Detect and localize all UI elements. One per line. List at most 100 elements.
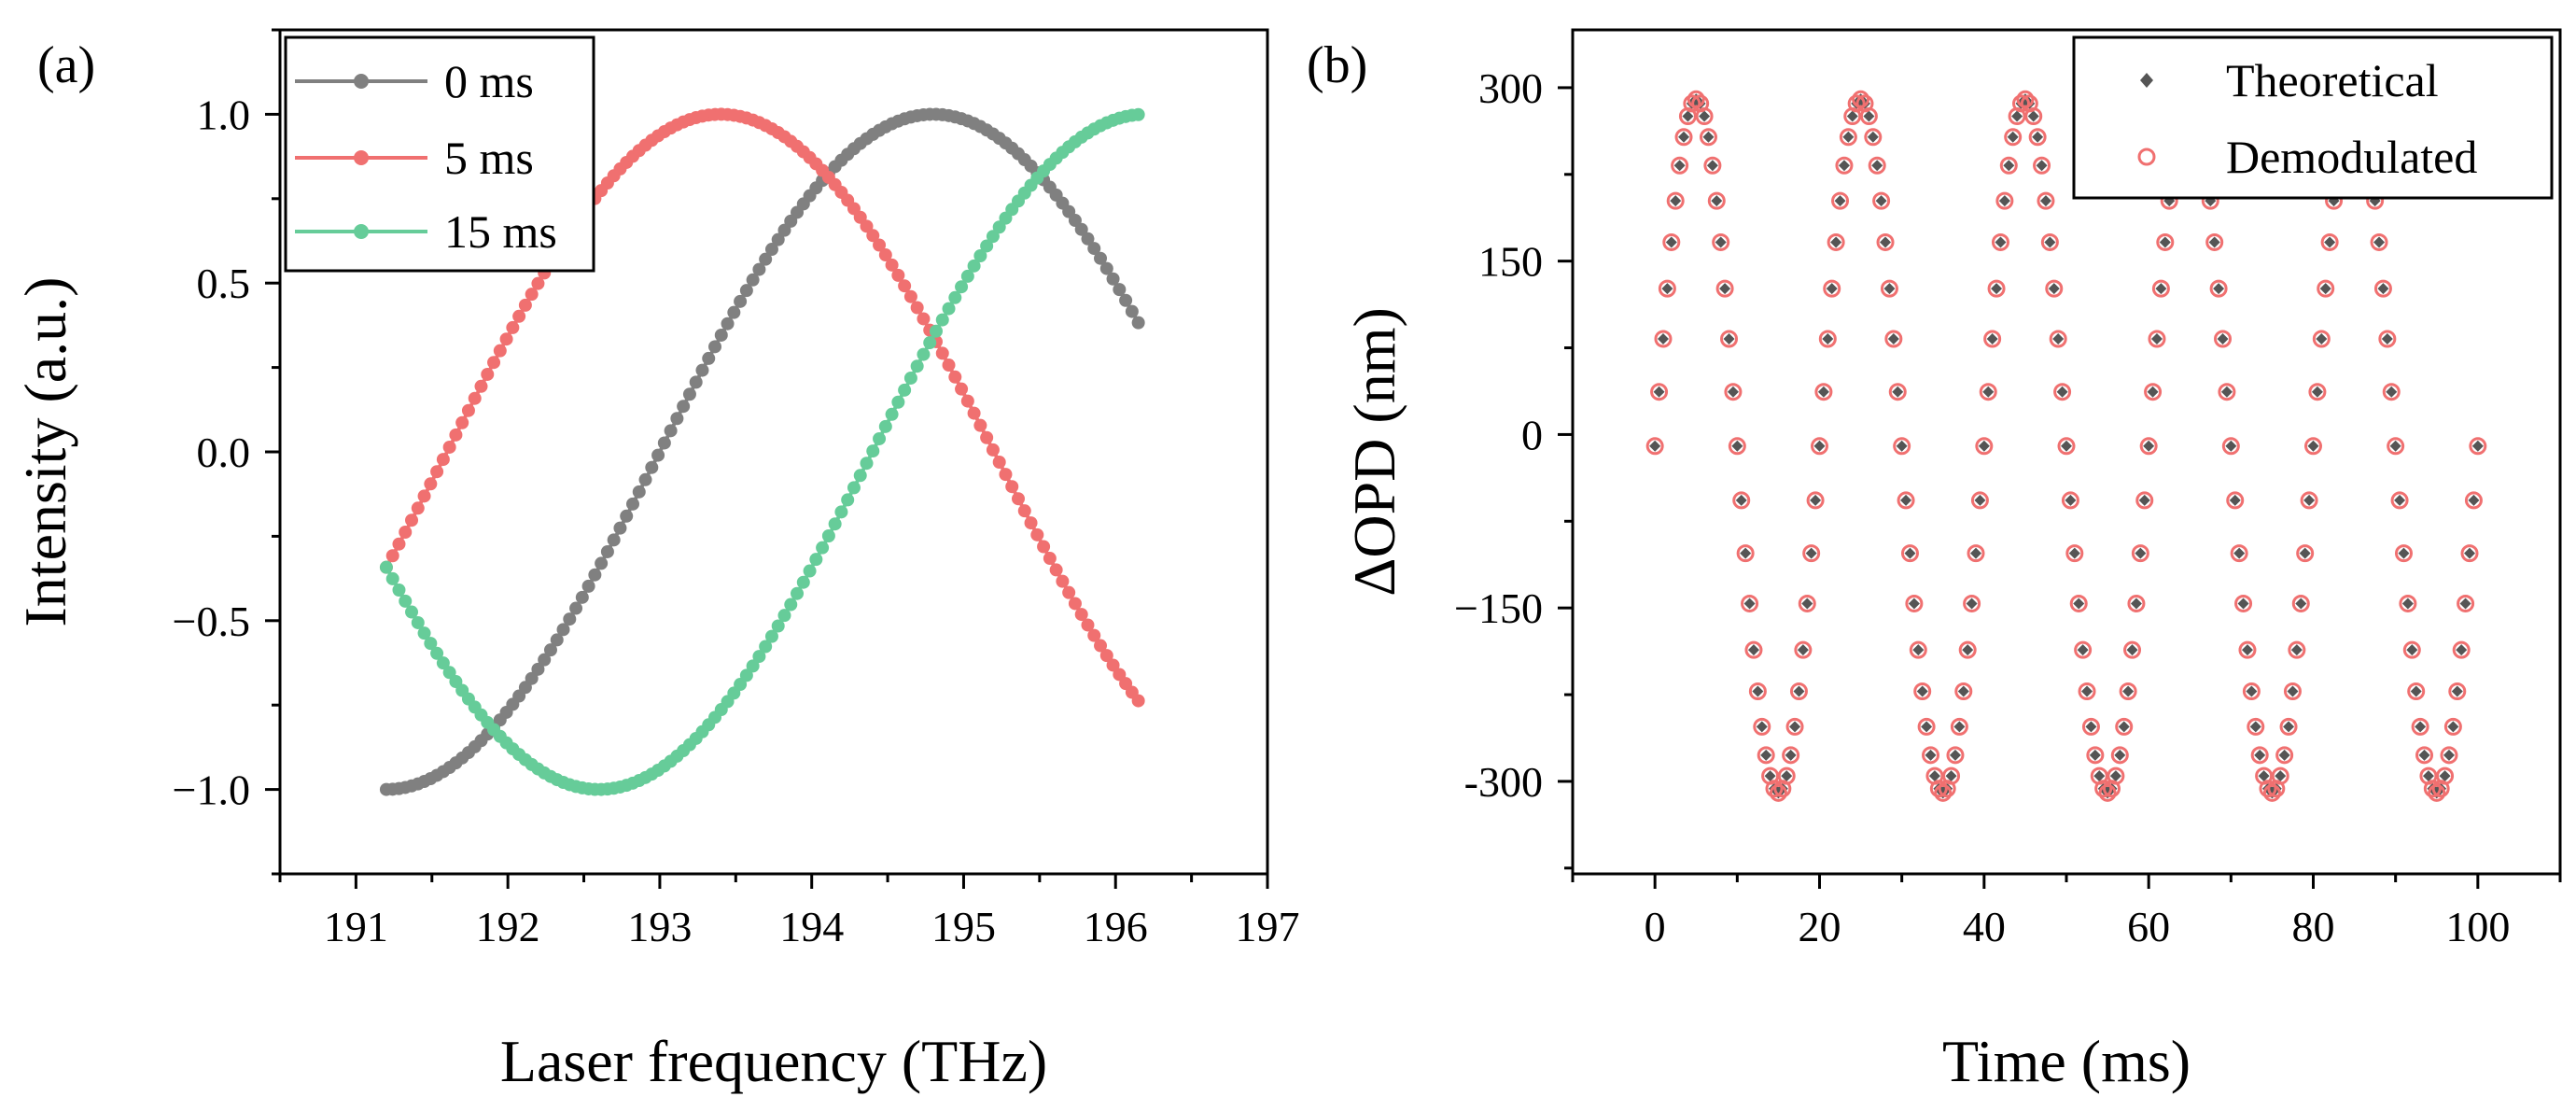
point-theoretical xyxy=(1735,494,1747,506)
point-theoretical xyxy=(2451,685,2463,697)
point-5-ms xyxy=(910,301,924,315)
point-theoretical xyxy=(2316,333,2328,345)
point-0-ms xyxy=(657,436,671,450)
point-15-ms xyxy=(777,609,791,623)
point-15-ms xyxy=(955,280,969,294)
point-demodulated xyxy=(1707,191,1726,210)
point-theoretical xyxy=(2246,685,2258,697)
point-demodulated xyxy=(2407,682,2426,701)
point-demodulated xyxy=(1999,156,2018,175)
point-5-ms xyxy=(948,370,962,384)
point-theoretical xyxy=(2048,283,2060,295)
point-demodulated xyxy=(1946,746,1965,765)
point-5-ms xyxy=(442,440,456,454)
point-demodulated xyxy=(2448,682,2467,701)
point-theoretical xyxy=(1962,644,1974,656)
point-theoretical xyxy=(2295,598,2307,610)
point-demodulated xyxy=(2049,330,2067,348)
point-0-ms xyxy=(595,556,609,570)
point-demodulated xyxy=(2288,640,2306,659)
point-demodulated xyxy=(1827,232,1845,251)
panel-b-x-ticks: 0 20 40 60 80 100 xyxy=(1571,874,2562,950)
point-demodulated xyxy=(1909,640,1927,659)
x-tick-label: 20 xyxy=(1799,903,1841,950)
point-theoretical xyxy=(2109,770,2121,782)
point-0-ms xyxy=(714,328,728,342)
x-tick-label: 196 xyxy=(1084,903,1148,950)
x-tick-label: 80 xyxy=(2292,903,2335,950)
point-0-ms xyxy=(543,643,557,657)
point-0-ms xyxy=(575,590,589,604)
point-15-ms xyxy=(784,598,798,612)
point-5-ms xyxy=(430,465,444,479)
point-demodulated xyxy=(2415,746,2434,765)
point-15-ms xyxy=(960,269,974,283)
point-0-ms xyxy=(727,305,741,319)
point-5-ms xyxy=(935,346,949,360)
point-5-ms xyxy=(1005,480,1019,494)
point-demodulated xyxy=(2247,717,2265,736)
point-demodulated xyxy=(1864,128,1883,147)
point-15-ms xyxy=(399,594,413,608)
point-5-ms xyxy=(1017,504,1031,518)
point-0-ms xyxy=(632,485,646,499)
point-5-ms xyxy=(1113,668,1127,682)
point-15-ms xyxy=(436,656,450,670)
point-demodulated xyxy=(1650,383,1669,401)
point-theoretical xyxy=(1781,770,1793,782)
point-0-ms xyxy=(1119,293,1133,307)
point-demodulated xyxy=(2238,640,2257,659)
point-theoretical xyxy=(2089,749,2101,761)
point-theoretical xyxy=(1743,598,1756,610)
point-15-ms xyxy=(885,407,899,421)
point-theoretical xyxy=(2081,685,2093,697)
point-0-ms xyxy=(695,363,709,377)
point-demodulated xyxy=(2230,544,2248,563)
point-0-ms xyxy=(746,273,760,287)
point-demodulated xyxy=(2452,640,2471,659)
point-theoretical xyxy=(2114,749,2126,761)
point-demodulated xyxy=(2304,437,2322,456)
point-demodulated xyxy=(2291,594,2310,612)
point-demodulated xyxy=(2119,682,2137,701)
point-5-ms xyxy=(1094,639,1108,653)
point-theoretical xyxy=(1715,236,1727,248)
point-5-ms xyxy=(973,418,987,432)
point-15-ms xyxy=(903,371,917,385)
point-5-ms xyxy=(942,359,956,373)
point-theoretical xyxy=(2394,494,2406,506)
point-demodulated xyxy=(2382,383,2401,401)
point-0-ms xyxy=(625,497,639,511)
point-15-ms xyxy=(891,395,905,409)
point-theoretical xyxy=(2150,333,2163,345)
point-15-ms xyxy=(803,564,817,578)
point-theoretical xyxy=(2241,644,2253,656)
panel-b-x-axis-title: Time (ms) xyxy=(1942,1028,2191,1094)
point-theoretical xyxy=(2287,685,2299,697)
point-theoretical xyxy=(2418,749,2430,761)
point-theoretical xyxy=(1908,598,1920,610)
point-demodulated xyxy=(1765,780,1784,798)
point-theoretical xyxy=(2039,195,2051,207)
point-theoretical xyxy=(2275,770,2287,782)
point-5-ms xyxy=(531,276,545,290)
legend-label-theoretical: Theoretical xyxy=(2226,54,2439,106)
point-5-ms xyxy=(878,248,892,262)
x-tick-label: 0 xyxy=(1645,903,1666,950)
panel-b-y-axis-title: ΔOPD (nm) xyxy=(1341,307,1407,597)
point-demodulated xyxy=(2402,640,2421,659)
point-15-ms xyxy=(791,586,805,600)
point-5-ms xyxy=(512,309,526,323)
point-theoretical xyxy=(1880,236,1892,248)
point-demodulated xyxy=(1683,94,1701,113)
point-theoretical xyxy=(2307,440,2319,452)
point-theoretical xyxy=(1986,333,1998,345)
panel-b-label: (b) xyxy=(1307,36,1367,94)
point-demodulated xyxy=(2037,191,2055,210)
point-5-ms xyxy=(449,428,463,442)
point-5-ms xyxy=(1131,694,1145,708)
point-theoretical xyxy=(1752,685,1764,697)
point-15-ms xyxy=(866,444,880,458)
point-theoretical xyxy=(1723,333,1735,345)
point-0-ms xyxy=(1074,222,1088,236)
